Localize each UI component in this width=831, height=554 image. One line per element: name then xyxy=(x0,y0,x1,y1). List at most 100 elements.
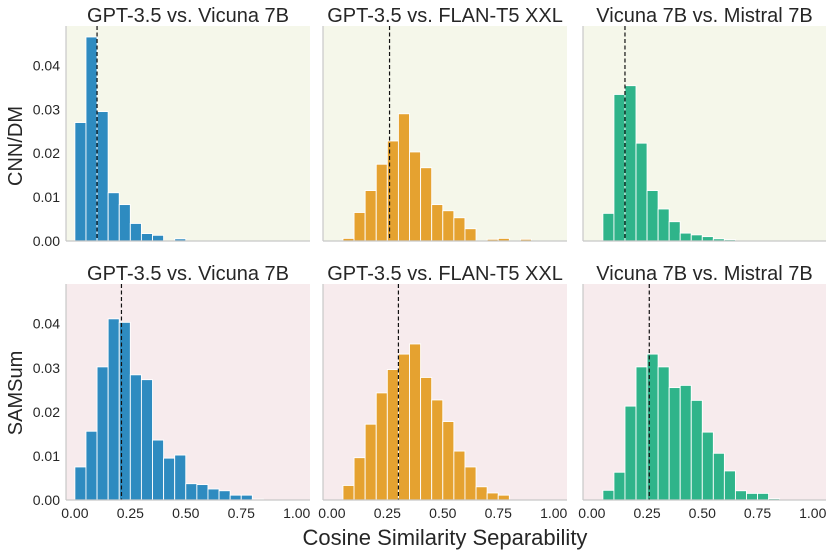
x-tick-label: 1.00 xyxy=(799,505,826,521)
histogram-bar xyxy=(668,387,681,501)
histogram-bar xyxy=(701,431,714,501)
x-tick-label: 0.50 xyxy=(429,505,456,521)
histogram-bar xyxy=(207,488,220,501)
y-tick-label: 0.02 xyxy=(33,145,60,161)
y-tick-label: 0.03 xyxy=(33,101,60,117)
histogram-bar xyxy=(74,466,87,501)
histogram-bar xyxy=(442,421,455,501)
histogram-bar xyxy=(497,494,510,501)
y-tick-label: 0.01 xyxy=(33,189,60,205)
histogram-bar xyxy=(657,208,670,242)
histogram-bar xyxy=(734,490,747,501)
x-tick-label: 0.25 xyxy=(117,505,144,521)
histogram-bar xyxy=(353,457,366,501)
histogram-bar xyxy=(353,212,366,242)
y-tick-label: 0.04 xyxy=(33,57,60,73)
plot-background xyxy=(323,26,567,241)
histogram-bar xyxy=(613,471,626,501)
histogram-bar xyxy=(364,423,377,501)
panel-title: Vicuna 7B vs. Mistral 7B xyxy=(596,5,812,27)
histogram-bar xyxy=(420,377,433,501)
histogram-bar xyxy=(602,489,615,501)
histogram-bar xyxy=(218,490,231,501)
histogram-bar xyxy=(375,163,388,242)
panel-samsum-1: GPT-3.5 vs. FLAN-T5 XXL 0.00 0.25 0.50 0.75 1… xyxy=(318,263,567,521)
x-tick-label: 0.00 xyxy=(61,505,88,521)
histogram-bar xyxy=(701,236,714,242)
histogram-bar xyxy=(431,399,444,501)
histogram-bar xyxy=(679,384,692,501)
x-tick-label: 0.75 xyxy=(744,505,771,521)
y-tick-label: 0.00 xyxy=(33,233,60,249)
panel-samsum-0: GPT-3.5 vs. Vicuna 7B 0.00 0.01 0.02 0.03 0.0… xyxy=(33,263,311,521)
x-tick-label: 0.75 xyxy=(485,505,512,521)
histogram-bar xyxy=(196,484,209,501)
histogram-bar xyxy=(723,470,736,501)
x-tick-label: 0.75 xyxy=(228,505,255,521)
histogram-bar xyxy=(129,374,142,501)
histogram-bar xyxy=(163,457,176,501)
histogram-bar xyxy=(342,485,355,501)
histogram-bar xyxy=(85,36,98,242)
histogram-bar xyxy=(409,151,422,242)
y-tick-label: 0.01 xyxy=(33,448,60,464)
histogram-bar xyxy=(646,190,659,242)
x-tick-label: 0.50 xyxy=(689,505,716,521)
panel-title: GPT-3.5 vs. FLAN-T5 XXL xyxy=(327,5,563,27)
y-tick-label: 0.03 xyxy=(33,360,60,376)
y-tick-label: 0.04 xyxy=(33,316,60,332)
histogram-bar xyxy=(229,494,242,501)
histogram-bar xyxy=(624,405,637,501)
x-tick-label: 0.00 xyxy=(318,505,345,521)
histogram-bar xyxy=(85,430,98,501)
histogram-bar xyxy=(152,439,165,501)
histogram-bar xyxy=(624,85,637,242)
x-tick-label: 0.25 xyxy=(633,505,660,521)
histogram-bar xyxy=(364,190,377,242)
histogram-bar xyxy=(375,392,388,501)
histogram-bar xyxy=(657,366,670,501)
y-tick-label: 0.00 xyxy=(33,492,60,508)
histogram-bar xyxy=(140,233,153,242)
histogram-bar xyxy=(152,234,165,242)
histogram-bar xyxy=(174,454,187,501)
histogram-bar xyxy=(107,192,120,242)
x-tick-label: 1.00 xyxy=(540,505,567,521)
histogram-bar xyxy=(240,494,253,501)
panel-title: Vicuna 7B vs. Mistral 7B xyxy=(596,263,812,285)
histogram-bar xyxy=(386,369,399,501)
histogram-bar xyxy=(668,221,681,242)
histogram-bar xyxy=(635,142,648,242)
panel-title: GPT-3.5 vs. Vicuna 7B xyxy=(87,5,289,27)
x-tick-label: 0.50 xyxy=(172,505,199,521)
histogram-bar xyxy=(464,466,477,501)
histogram-bar xyxy=(96,366,109,501)
histogram-bar xyxy=(690,399,703,501)
histogram-bar xyxy=(679,232,692,242)
histogram-bar xyxy=(397,113,410,242)
histogram-bar xyxy=(453,450,466,501)
histogram-bar xyxy=(746,492,758,501)
x-tick-label: 0.25 xyxy=(374,505,401,521)
y-tick-label: 0.02 xyxy=(33,404,60,420)
histogram-bar xyxy=(486,492,499,501)
histogram-bar xyxy=(431,204,444,242)
histogram-bar xyxy=(635,366,648,501)
histogram-bar xyxy=(96,111,109,242)
histogram-bar xyxy=(397,353,410,501)
row-label-samsum: SAMSum xyxy=(5,351,27,435)
histogram-bar xyxy=(74,122,87,242)
histogram-bar xyxy=(442,210,455,242)
row-label-cnndm: CNN/DM xyxy=(5,106,27,186)
panel-cnndm-2: Vicuna 7B vs. Mistral 7B xyxy=(582,5,826,242)
histogram-bar xyxy=(420,167,433,242)
histogram-bar xyxy=(409,343,422,501)
histogram-bar xyxy=(453,217,466,242)
histogram-bar xyxy=(712,452,725,501)
histogram-bar xyxy=(107,318,120,501)
histogram-bar xyxy=(475,486,488,501)
panel-cnndm-1: GPT-3.5 vs. FLAN-T5 XXL xyxy=(322,5,567,242)
panel-samsum-2: Vicuna 7B vs. Mistral 7B 0.00 0.25 0.50 0.75… xyxy=(578,263,826,521)
histogram-bar xyxy=(129,222,142,242)
